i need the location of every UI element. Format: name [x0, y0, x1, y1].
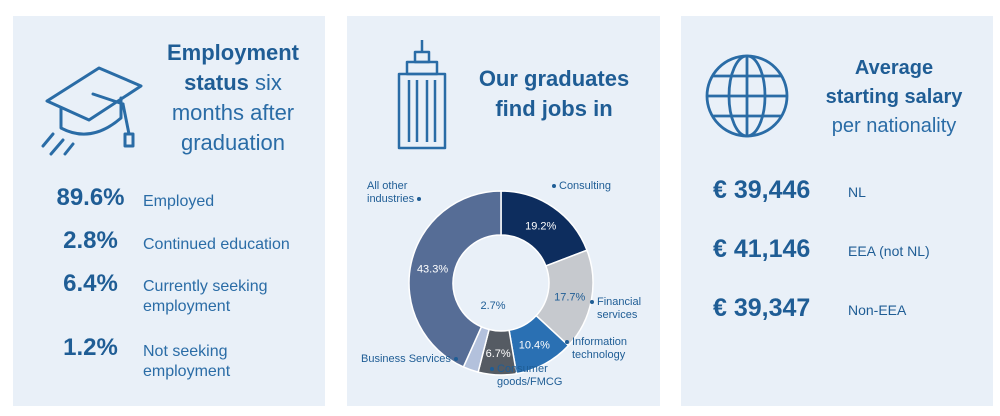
employment-title-bold: Employment: [166, 40, 300, 65]
salary-amount: € 41,146: [713, 235, 811, 263]
donut-value-label: 43.3%: [417, 263, 448, 275]
donut-slice-all-other-industries: [408, 190, 502, 368]
salary-panel: Average starting salary per nationality …: [681, 16, 993, 406]
stat-label: Continued education: [143, 236, 290, 253]
jobs-panel: Our graduates find jobs in 19.2% 17.7% 10.4…: [347, 16, 660, 406]
donut-value-label: 19.2%: [525, 220, 556, 232]
legend-label-financial: Financial services: [587, 296, 641, 322]
employment-panel: Employment status six months after gradu…: [13, 16, 325, 406]
stat-label: Currently seeking employment: [143, 278, 268, 315]
stat-percent: 6.4%: [63, 270, 118, 297]
legend-label-consumer: Consumer goods/FMCG: [487, 363, 562, 389]
donut-value-label: 2.7%: [480, 300, 505, 312]
donut-value-label: 10.4%: [519, 340, 550, 352]
stat-label: Not seeking employment: [143, 343, 231, 380]
employment-title: Employment status six months after gradu…: [166, 40, 300, 155]
salary-title: Average starting salary per nationality: [825, 57, 963, 137]
salary-nationality: EEA (not NL): [848, 243, 930, 259]
jobs-donut-chart: 19.2% 17.7% 10.4% 6.7% 2.7% 43.3%: [408, 190, 594, 376]
salary-nationality: NL: [848, 184, 866, 200]
donut-value-label: 6.7%: [486, 348, 511, 360]
legend-label-it: Information technology: [562, 336, 627, 362]
stat-percent: 2.8%: [63, 227, 118, 254]
legend-label-other: All other industries: [367, 180, 424, 206]
legend-label-consulting: Consulting: [549, 180, 611, 193]
stat-label: Employed: [143, 193, 215, 210]
employment-title-line2: six: [255, 70, 282, 95]
salary-amount: € 39,347: [713, 294, 811, 322]
salary-amount: € 39,446: [713, 176, 811, 204]
globe-icon: [705, 54, 789, 138]
jobs-title: Our graduates find jobs in: [478, 66, 630, 121]
building-icon: [397, 40, 447, 150]
stat-percent: 89.6%: [56, 184, 125, 211]
employment-title-line3: months after: [171, 100, 295, 125]
employment-title-line4: graduation: [181, 130, 285, 155]
graduation-cap-icon: [41, 66, 143, 156]
legend-label-business: Business Services: [361, 353, 461, 366]
salary-nationality: Non-EEA: [848, 302, 907, 318]
donut-value-label: 17.7%: [554, 291, 585, 303]
stat-percent: 1.2%: [63, 334, 118, 361]
